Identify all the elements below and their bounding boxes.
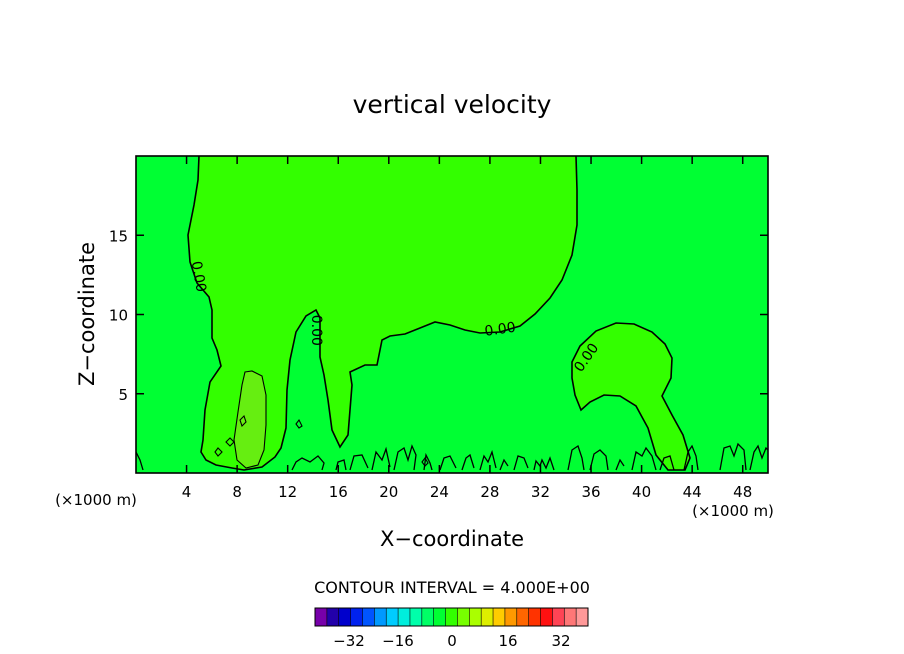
y-tick-label: 5 — [118, 386, 128, 404]
contour-label: 0.00 — [188, 260, 209, 293]
x-tick-label: 24 — [430, 483, 449, 501]
x-unit-left: (×1000 m) — [55, 491, 137, 509]
colorbar-labels: −32 −16 0 16 32 — [333, 632, 570, 650]
x-axis-label: X−coordinate — [380, 527, 524, 551]
contour-strong-positive — [233, 370, 267, 469]
colorbar-swatch — [540, 608, 553, 626]
colorbar-swatch — [457, 608, 470, 626]
surface-contour-wiggles — [135, 442, 769, 471]
colorbar-swatch — [564, 608, 577, 626]
colorbar-swatch — [362, 608, 375, 626]
contour-interval-text: CONTOUR INTERVAL = 4.000E+00 — [314, 578, 590, 597]
colorbar-tick-label: 32 — [551, 632, 570, 650]
positive-region-main — [188, 156, 577, 470]
small-contour-blobs — [214, 414, 429, 467]
colorbar-swatch — [433, 608, 446, 626]
colorbar — [314, 607, 589, 627]
colorbar-swatch — [386, 608, 399, 626]
colorbar-tick-label: 16 — [498, 632, 517, 650]
colorbar-tick-label: −16 — [382, 632, 414, 650]
x-tick-label: 8 — [232, 483, 242, 501]
colorbar-frame — [314, 607, 589, 627]
y-axis-label: Z−coordinate — [75, 242, 99, 386]
colorbar-swatch — [421, 608, 434, 626]
colorbar-swatch — [552, 608, 565, 626]
x-tick-label: 16 — [329, 483, 348, 501]
colorbar-swatch — [445, 608, 458, 626]
colorbar-swatch — [576, 608, 588, 626]
colorbar-swatch — [481, 608, 494, 626]
zero-contour-main — [187, 155, 578, 471]
chart-title: vertical velocity — [353, 90, 552, 119]
positive-region-right — [572, 323, 690, 470]
colorbar-swatch — [409, 608, 422, 626]
colorbar-swatch — [516, 608, 529, 626]
contour-lines — [135, 155, 769, 471]
colorbar-swatch — [315, 608, 327, 626]
contour-label: 0.00 — [484, 320, 517, 340]
x-tick-label: 12 — [278, 483, 297, 501]
x-tick-label: 48 — [733, 483, 752, 501]
x-tick-label: 28 — [480, 483, 499, 501]
strong-positive-region — [234, 371, 266, 468]
x-unit-right: (×1000 m) — [692, 502, 774, 520]
x-tick-label: 44 — [683, 483, 702, 501]
y-tick-label: 10 — [109, 307, 128, 325]
colorbar-swatch — [504, 608, 517, 626]
colorbar-swatch — [469, 608, 482, 626]
colorbar-swatch — [338, 608, 351, 626]
zero-contour-right — [571, 322, 691, 471]
colorbar-tick-label: −32 — [333, 632, 365, 650]
colorbar-swatch — [350, 608, 363, 626]
y-tick-label: 15 — [109, 227, 128, 245]
plot-area: 0.000.00 0.000.00 — [135, 155, 769, 474]
x-tick-label: 36 — [581, 483, 600, 501]
x-tick-label: 32 — [531, 483, 550, 501]
x-tick-label: 4 — [182, 483, 192, 501]
colorbar-tick-label: 0 — [447, 632, 457, 650]
colorbar-swatch — [528, 608, 541, 626]
contour-label: 0.00 — [308, 315, 324, 346]
colorbar-swatch — [493, 608, 505, 626]
colorbar-swatch — [398, 608, 410, 626]
colorbar-swatch — [326, 608, 339, 626]
x-tick-label: 20 — [379, 483, 398, 501]
colorbar-swatch — [374, 608, 387, 626]
x-tick-label: 40 — [632, 483, 651, 501]
